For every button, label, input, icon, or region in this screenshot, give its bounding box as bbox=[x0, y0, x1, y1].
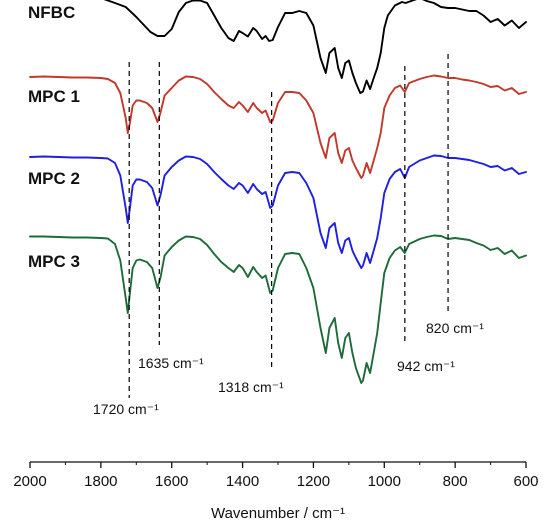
trace-mpc-3 bbox=[29, 234, 527, 384]
x-axis-ticks: 2000 1800 1600 1400 1200 1000 800 600 bbox=[13, 462, 539, 490]
series-label-mpc-1: MPC 1 bbox=[28, 87, 80, 106]
x-tick-label-2000: 2000 bbox=[13, 473, 46, 490]
peak-marker-lines bbox=[128, 54, 449, 398]
series-label-mpc-3: MPC 3 bbox=[28, 252, 80, 271]
series-label-nfbc: NFBC bbox=[28, 3, 75, 22]
x-tick-label-800: 800 bbox=[443, 473, 468, 490]
x-tick-label-600: 600 bbox=[513, 473, 538, 490]
peak-label-1318: 1318 cm⁻¹ bbox=[218, 379, 284, 395]
x-axis-title: Wavenumber / cm⁻¹ bbox=[211, 505, 345, 522]
series-labels: NFBC MPC 1 MPC 2 MPC 3 bbox=[28, 3, 80, 271]
series-label-mpc-2: MPC 2 bbox=[28, 169, 80, 188]
peak-annotations: 1720 cm⁻¹ 1635 cm⁻¹ 1318 cm⁻¹ 942 cm⁻¹ 820 c… bbox=[93, 320, 484, 417]
trace-nfbc bbox=[103, 0, 527, 94]
peak-label-1635: 1635 cm⁻¹ bbox=[138, 355, 204, 371]
x-tick-label-1800: 1800 bbox=[84, 473, 117, 490]
x-axis: 2000 1800 1600 1400 1200 1000 800 600 Wavenumbe… bbox=[13, 461, 539, 522]
peak-label-1720: 1720 cm⁻¹ bbox=[93, 401, 159, 417]
peak-label-942: 942 cm⁻¹ bbox=[397, 358, 455, 374]
x-tick-label-1200: 1200 bbox=[297, 473, 330, 490]
peak-label-820: 820 cm⁻¹ bbox=[426, 320, 484, 336]
trace-mpc-1 bbox=[29, 74, 527, 179]
x-tick-label-1600: 1600 bbox=[155, 473, 188, 490]
trace-mpc-2 bbox=[29, 154, 527, 269]
x-tick-label-1400: 1400 bbox=[226, 473, 259, 490]
x-tick-label-1000: 1000 bbox=[368, 473, 401, 490]
spectra-traces bbox=[29, 0, 527, 384]
